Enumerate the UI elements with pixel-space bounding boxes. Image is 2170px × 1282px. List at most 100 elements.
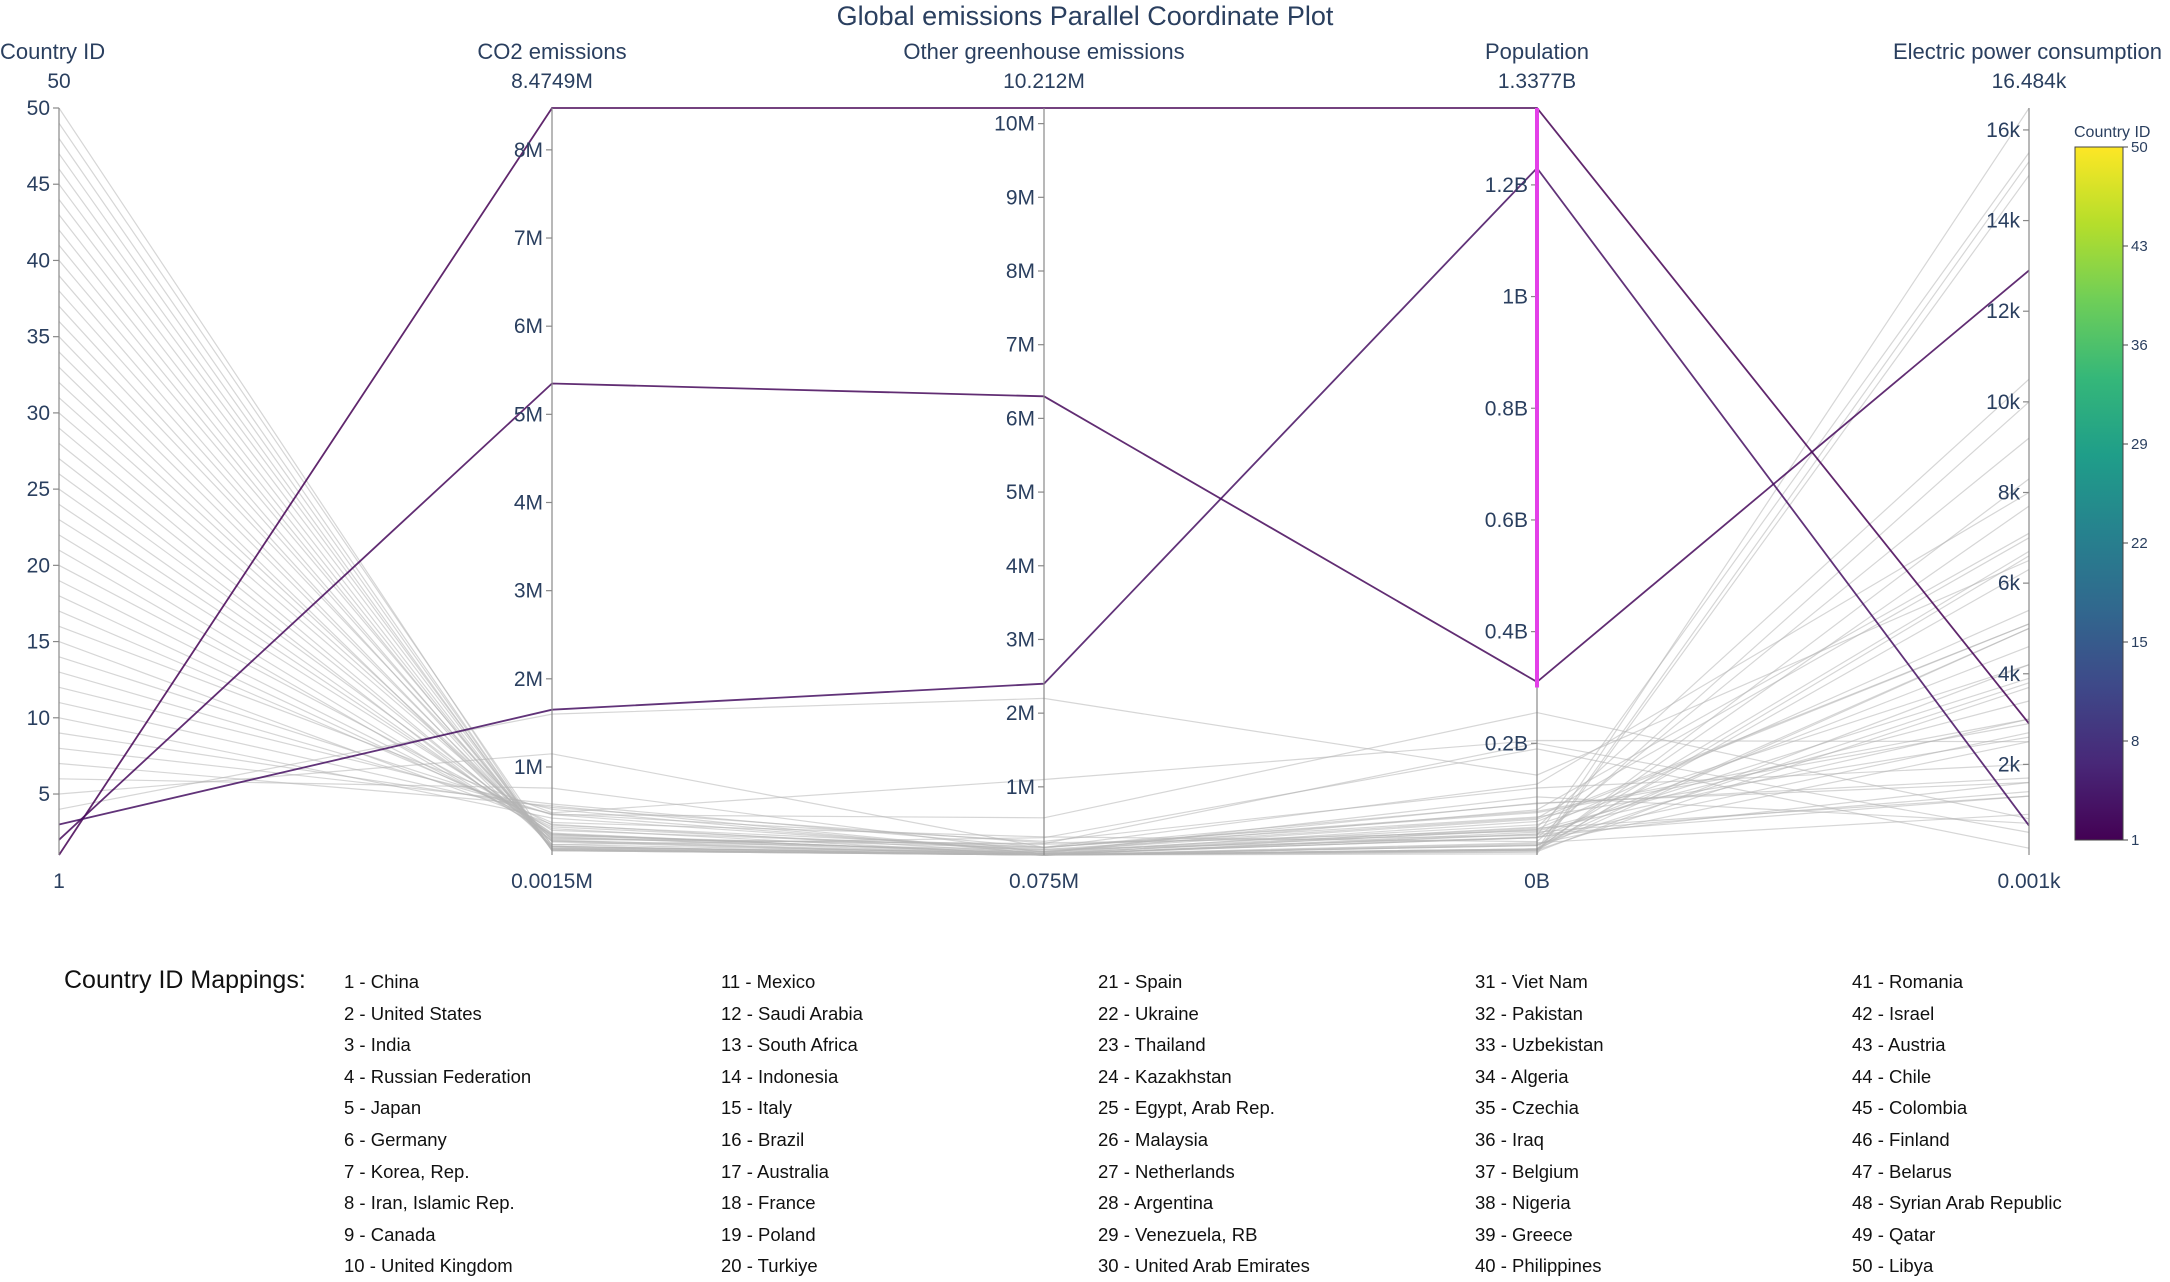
tick-label: 6k <box>1998 572 2021 595</box>
tick-label: 4M <box>514 491 543 514</box>
mapping-item: 15 - Italy <box>721 1097 792 1119</box>
mapping-item: 39 - Greece <box>1475 1223 1573 1245</box>
tick-label: 25 <box>27 478 50 501</box>
axis-range-max-population: 1.3377B <box>1498 70 1576 93</box>
mapping-item: 42 - Israel <box>1852 1002 1935 1024</box>
mapping-column: 1 - China 2 - United States 3 - India 4 - R… <box>344 966 531 1282</box>
colorbar-tick-label: 29 <box>2131 436 2148 453</box>
tick-label: 20 <box>27 554 50 577</box>
mapping-item: 43 - Austria <box>1852 1034 1946 1056</box>
colorbar-tick-label: 22 <box>2131 535 2148 552</box>
tick-label: 5 <box>38 783 50 806</box>
mapping-item: 24 - Kazakhstan <box>1098 1065 1232 1087</box>
mapping-item: 45 - Colombia <box>1852 1097 1968 1119</box>
axis-title-co2: CO2 emissions <box>477 39 626 64</box>
tick-label: 14k <box>1986 210 2020 233</box>
mapping-item: 41 - Romania <box>1852 971 1964 992</box>
tick-label: 5M <box>1006 481 1035 504</box>
tick-label: 2k <box>1998 753 2021 776</box>
mapping-item: 30 - United Arab Emirates <box>1098 1255 1310 1277</box>
colorbar-tick-label: 8 <box>2131 733 2139 750</box>
mapping-item: 44 - Chile <box>1852 1065 1932 1087</box>
colorbar-tick-label: 36 <box>2131 337 2148 354</box>
mapping-item: 6 - Germany <box>344 1128 447 1150</box>
axis-population: Population 1.3377B 0B 0.2B 0.4B 0.6B 0.8B 1B 1.2… <box>1485 39 1589 893</box>
axis-title-population: Population <box>1485 39 1589 64</box>
mapping-item: 7 - Korea, Rep. <box>344 1160 470 1182</box>
mapping-item: 1 - China <box>344 971 420 992</box>
mapping-item: 38 - Nigeria <box>1475 1192 1571 1214</box>
tick-label: 0.2B <box>1485 732 1528 755</box>
tick-label: 40 <box>27 249 50 272</box>
colorbar-title: Country ID <box>2074 124 2150 141</box>
tick-label: 8M <box>1006 260 1035 283</box>
tick-label: 6M <box>514 315 543 338</box>
mapping-item: 12 - Saudi Arabia <box>721 1002 863 1024</box>
tick-label: 3M <box>1006 628 1035 651</box>
mapping-item: 23 - Thailand <box>1098 1034 1206 1056</box>
tick-label: 8k <box>1998 481 2021 504</box>
mapping-item: 21 - Spain <box>1098 971 1183 992</box>
tick-label: 0.6B <box>1485 509 1528 532</box>
colorbar-tick-label: 50 <box>2131 139 2148 156</box>
mapping-item: 5 - Japan <box>344 1097 422 1119</box>
mapping-item: 18 - France <box>721 1192 816 1214</box>
mapping-item: 27 - Netherlands <box>1098 1160 1235 1182</box>
tick-label: 4k <box>1998 663 2021 686</box>
axis-range-min-electric: 0.001k <box>1997 870 2061 893</box>
axis-ghg: Other greenhouse emissions 10.212M 0.075M 1… <box>903 39 1184 893</box>
mapping-item: 37 - Belgium <box>1475 1160 1579 1182</box>
tick-label: 1M <box>1006 776 1035 799</box>
axis-range-min-country_id: 1 <box>53 870 65 893</box>
axis-range-max-co2: 8.4749M <box>511 70 593 93</box>
mappings-title: Country ID Mappings: <box>64 966 306 994</box>
mapping-column: 31 - Viet Nam 32 - Pakistan 33 - Uzbekista… <box>1475 966 1604 1282</box>
tick-label: 7M <box>514 227 543 250</box>
axis-range-min-co2: 0.0015M <box>511 870 593 893</box>
parallel-coordinates-chart: Global emissions Parallel Coordinate Plo… <box>0 1 2162 893</box>
tick-label: 30 <box>27 402 50 425</box>
mapping-item: 33 - Uzbekistan <box>1475 1034 1604 1056</box>
axis-title-ghg: Other greenhouse emissions <box>903 39 1184 64</box>
mapping-item: 22 - Ukraine <box>1098 1002 1199 1024</box>
tick-label: 10k <box>1986 391 2020 414</box>
axis-electric: Electric power consumption 16.484k 0.001k 2… <box>1893 39 2162 893</box>
mapping-item: 48 - Syrian Arab Republic <box>1852 1192 2062 1214</box>
mapping-item: 50 - Libya <box>1852 1255 1934 1277</box>
mapping-column: 41 - Romania 42 - Israel 43 - Austria 44 - … <box>1852 966 2062 1282</box>
tick-label: 9M <box>1006 186 1035 209</box>
mapping-item: 25 - Egypt, Arab Rep. <box>1098 1097 1275 1119</box>
tick-label: 0.8B <box>1485 397 1528 420</box>
tick-label: 0.4B <box>1485 621 1528 644</box>
axis-title-electric: Electric power consumption <box>1893 39 2162 64</box>
tick-label: 3M <box>514 580 543 603</box>
axis-range-max-country_id: 50 <box>47 70 70 93</box>
mapping-item: 17 - Australia <box>721 1160 829 1182</box>
mapping-item: 28 - Argentina <box>1098 1192 1214 1214</box>
colorbar-tick-label: 1 <box>2131 832 2139 849</box>
chart-title: Global emissions Parallel Coordinate Plo… <box>837 1 1334 31</box>
tick-label: 10M <box>994 113 1035 136</box>
mapping-item: 46 - Finland <box>1852 1128 1950 1150</box>
mapping-item: 9 - Canada <box>344 1223 436 1245</box>
mapping-item: 35 - Czechia <box>1475 1097 1579 1119</box>
mapping-item: 16 - Brazil <box>721 1128 805 1150</box>
mapping-item: 10 - United Kingdom <box>344 1255 513 1277</box>
mapping-item: 4 - Russian Federation <box>344 1065 532 1087</box>
colorbar-tick-label: 43 <box>2131 238 2148 255</box>
colorbar-tick-label: 15 <box>2131 634 2148 651</box>
tick-label: 15 <box>27 631 50 654</box>
tick-label: 2M <box>514 668 543 691</box>
axis-co2: CO2 emissions 8.4749M 0.0015M 1M 2M 3M 4M 5M 6M 7… <box>477 39 626 893</box>
colorbar: Country ID 1 8 15 22 29 36 43 50 <box>2074 124 2150 849</box>
mapping-item: 26 - Malaysia <box>1098 1128 1209 1150</box>
tick-label: 4M <box>1006 555 1035 578</box>
tick-label: 1M <box>514 756 543 779</box>
tick-label: 8M <box>514 139 543 162</box>
mapping-item: 13 - South Africa <box>721 1034 858 1056</box>
mapping-item: 32 - Pakistan <box>1475 1002 1583 1024</box>
mapping-item: 3 - India <box>344 1034 411 1056</box>
tick-label: 35 <box>27 326 50 349</box>
